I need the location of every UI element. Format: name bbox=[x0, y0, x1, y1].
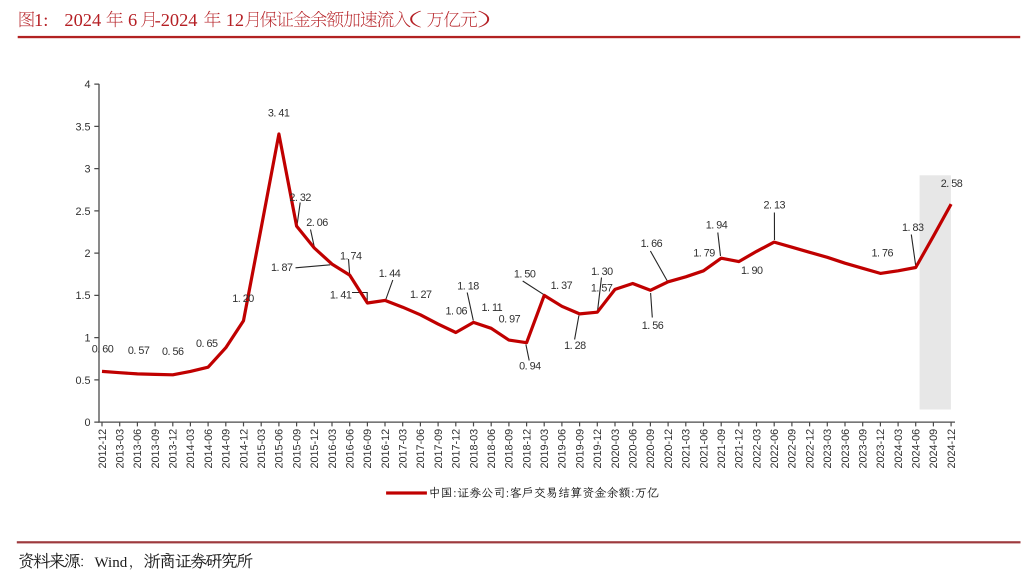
svg-text:2018-03: 2018-03 bbox=[468, 429, 480, 469]
svg-text:2. 58: 2. 58 bbox=[941, 178, 963, 190]
svg-text:2021-12: 2021-12 bbox=[734, 429, 746, 469]
svg-text:2014-06: 2014-06 bbox=[203, 429, 215, 469]
svg-text:2014-09: 2014-09 bbox=[221, 429, 233, 469]
svg-text:2023-06: 2023-06 bbox=[840, 429, 852, 469]
svg-text:1. 87: 1. 87 bbox=[271, 262, 293, 274]
svg-text:2015-03: 2015-03 bbox=[256, 429, 268, 469]
svg-text:1. 66: 1. 66 bbox=[641, 238, 663, 250]
svg-text:1. 28: 1. 28 bbox=[564, 340, 586, 352]
svg-text:2019-12: 2019-12 bbox=[592, 429, 604, 469]
svg-text:1. 41: 1. 41 bbox=[330, 290, 352, 302]
svg-text:2018-12: 2018-12 bbox=[521, 429, 533, 469]
svg-text:2017-06: 2017-06 bbox=[415, 429, 427, 469]
svg-text:1. 76: 1. 76 bbox=[871, 247, 893, 259]
svg-text:2015-06: 2015-06 bbox=[274, 429, 286, 469]
svg-text:1. 94: 1. 94 bbox=[706, 220, 728, 232]
svg-text:2016-09: 2016-09 bbox=[362, 429, 374, 469]
svg-text:2. 13: 2. 13 bbox=[764, 200, 786, 212]
svg-text:2020-03: 2020-03 bbox=[610, 429, 622, 469]
svg-text:1. 57: 1. 57 bbox=[591, 282, 613, 294]
svg-text:2017-03: 2017-03 bbox=[398, 429, 410, 469]
svg-text:1. 56: 1. 56 bbox=[642, 320, 664, 332]
svg-text:2023-09: 2023-09 bbox=[858, 429, 870, 469]
svg-text:1. 11: 1. 11 bbox=[481, 302, 502, 314]
svg-text:2024-03: 2024-03 bbox=[893, 429, 905, 469]
svg-text:2024: 2024 bbox=[64, 10, 101, 30]
svg-text:1. 74: 1. 74 bbox=[340, 251, 362, 263]
svg-text:2017-12: 2017-12 bbox=[451, 429, 463, 469]
svg-text:1. 50: 1. 50 bbox=[514, 269, 536, 281]
svg-text:0. 94: 0. 94 bbox=[519, 361, 541, 373]
svg-text:1. 30: 1. 30 bbox=[591, 266, 613, 278]
svg-text:1. 79: 1. 79 bbox=[693, 247, 715, 259]
svg-text:2013-03: 2013-03 bbox=[115, 429, 127, 469]
svg-text:2022-06: 2022-06 bbox=[769, 429, 781, 469]
svg-text:2014-03: 2014-03 bbox=[185, 429, 197, 469]
svg-text:2015-09: 2015-09 bbox=[291, 429, 303, 469]
svg-text:2: 2 bbox=[84, 248, 90, 260]
svg-text:0. 56: 0. 56 bbox=[162, 346, 184, 358]
svg-text:1. 44: 1. 44 bbox=[379, 268, 401, 280]
svg-text:2021-09: 2021-09 bbox=[716, 429, 728, 469]
svg-text:2022-09: 2022-09 bbox=[787, 429, 799, 469]
svg-text:Wind: Wind bbox=[95, 555, 128, 571]
svg-text:2018-09: 2018-09 bbox=[504, 429, 516, 469]
svg-text:2018-06: 2018-06 bbox=[486, 429, 498, 469]
svg-text:1:: 1: bbox=[34, 10, 48, 30]
svg-text:2019-06: 2019-06 bbox=[557, 429, 569, 469]
svg-text:2.5: 2.5 bbox=[75, 206, 90, 218]
svg-text:2. 06: 2. 06 bbox=[306, 217, 328, 229]
svg-text:2020-09: 2020-09 bbox=[645, 429, 657, 469]
svg-text:1. 90: 1. 90 bbox=[741, 265, 763, 277]
svg-text:0.5: 0.5 bbox=[75, 375, 90, 387]
svg-text:0. 57: 0. 57 bbox=[128, 345, 150, 357]
svg-text:12: 12 bbox=[226, 10, 244, 30]
svg-text:2015-12: 2015-12 bbox=[309, 429, 321, 469]
svg-text:2013-12: 2013-12 bbox=[168, 429, 180, 469]
svg-text:2022-12: 2022-12 bbox=[804, 429, 816, 469]
svg-text:2024-12: 2024-12 bbox=[946, 429, 958, 469]
svg-text:2023-03: 2023-03 bbox=[822, 429, 834, 469]
svg-text:0: 0 bbox=[84, 417, 90, 429]
svg-text:1. 83: 1. 83 bbox=[902, 222, 924, 234]
svg-text:0. 65: 0. 65 bbox=[196, 338, 218, 350]
svg-text:0. 60: 0. 60 bbox=[92, 343, 114, 355]
svg-text:3. 41: 3. 41 bbox=[268, 108, 290, 120]
svg-text:2014-12: 2014-12 bbox=[238, 429, 250, 469]
svg-text:2023-12: 2023-12 bbox=[875, 429, 887, 469]
svg-text:2020-12: 2020-12 bbox=[663, 429, 675, 469]
svg-text:2. 32: 2. 32 bbox=[289, 192, 311, 204]
svg-text:3.5: 3.5 bbox=[75, 121, 90, 133]
svg-text:3: 3 bbox=[84, 164, 90, 176]
svg-text:1. 18: 1. 18 bbox=[457, 281, 479, 293]
svg-text:2013-06: 2013-06 bbox=[132, 429, 144, 469]
svg-text:2016-12: 2016-12 bbox=[380, 429, 392, 469]
svg-text:2019-03: 2019-03 bbox=[539, 429, 551, 469]
svg-text:6: 6 bbox=[128, 10, 137, 30]
svg-text:2012-12: 2012-12 bbox=[97, 429, 109, 469]
svg-text:2013-09: 2013-09 bbox=[150, 429, 162, 469]
svg-text:1. 06: 1. 06 bbox=[445, 306, 467, 318]
svg-text:0. 97: 0. 97 bbox=[499, 313, 521, 325]
svg-text:2021-03: 2021-03 bbox=[681, 429, 693, 469]
svg-text:2024-06: 2024-06 bbox=[911, 429, 923, 469]
svg-text:2024-09: 2024-09 bbox=[928, 429, 940, 469]
svg-text:1. 37: 1. 37 bbox=[551, 280, 573, 292]
svg-text:4: 4 bbox=[84, 79, 90, 91]
svg-text:1. 27: 1. 27 bbox=[410, 289, 432, 301]
svg-text:1. 20: 1. 20 bbox=[232, 293, 254, 305]
svg-text:2017-09: 2017-09 bbox=[433, 429, 445, 469]
svg-text:2021-06: 2021-06 bbox=[698, 429, 710, 469]
svg-text:-2024: -2024 bbox=[155, 10, 198, 30]
svg-text:2022-03: 2022-03 bbox=[751, 429, 763, 469]
svg-text:2020-06: 2020-06 bbox=[628, 429, 640, 469]
svg-text:1.5: 1.5 bbox=[75, 290, 90, 302]
svg-text:2016-06: 2016-06 bbox=[345, 429, 357, 469]
svg-text:2019-09: 2019-09 bbox=[574, 429, 586, 469]
svg-text:1: 1 bbox=[84, 333, 90, 345]
svg-text:2016-03: 2016-03 bbox=[327, 429, 339, 469]
